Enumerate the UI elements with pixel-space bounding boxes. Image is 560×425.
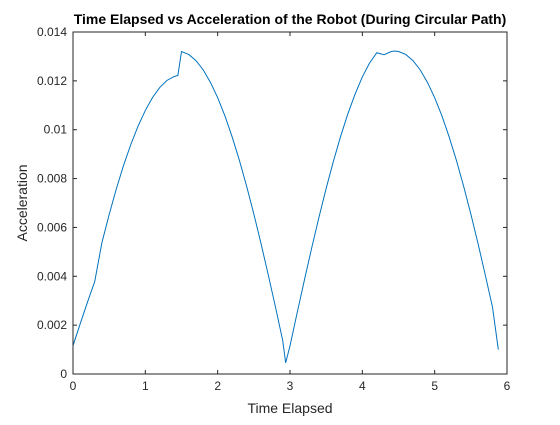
y-tick-label: 0.008 <box>37 172 67 186</box>
x-tick-label: 5 <box>431 379 438 393</box>
axes-background <box>73 32 507 374</box>
x-tick-label: 0 <box>70 379 77 393</box>
series-line <box>72 50 499 363</box>
x-tick-label: 2 <box>214 379 221 393</box>
x-tick-label: 3 <box>287 379 294 393</box>
y-tick-label: 0.002 <box>37 318 67 332</box>
y-tick-label: 0.014 <box>37 25 67 39</box>
y-axis-label: Acceleration <box>14 164 30 241</box>
x-tick-label: 4 <box>359 379 366 393</box>
y-tick-label: 0.006 <box>37 220 67 234</box>
x-tick-label: 6 <box>504 379 511 393</box>
y-tick-label: 0 <box>60 367 67 381</box>
y-axis: 0 0.002 0.004 0.006 0.008 0.01 0.012 0.014 <box>37 25 507 381</box>
series-layer <box>72 50 499 363</box>
x-axis-label: Time Elapsed <box>247 400 332 416</box>
x-tick-label: 1 <box>142 379 149 393</box>
chart-title: Time Elapsed vs Acceleration of the Robo… <box>74 11 507 27</box>
y-tick-label: 0.012 <box>37 74 67 88</box>
y-tick-label: 0.01 <box>44 123 68 137</box>
x-axis: 0 1 2 3 4 5 6 <box>70 32 511 393</box>
plot-area <box>72 31 508 375</box>
y-tick-label: 0.004 <box>37 269 67 283</box>
